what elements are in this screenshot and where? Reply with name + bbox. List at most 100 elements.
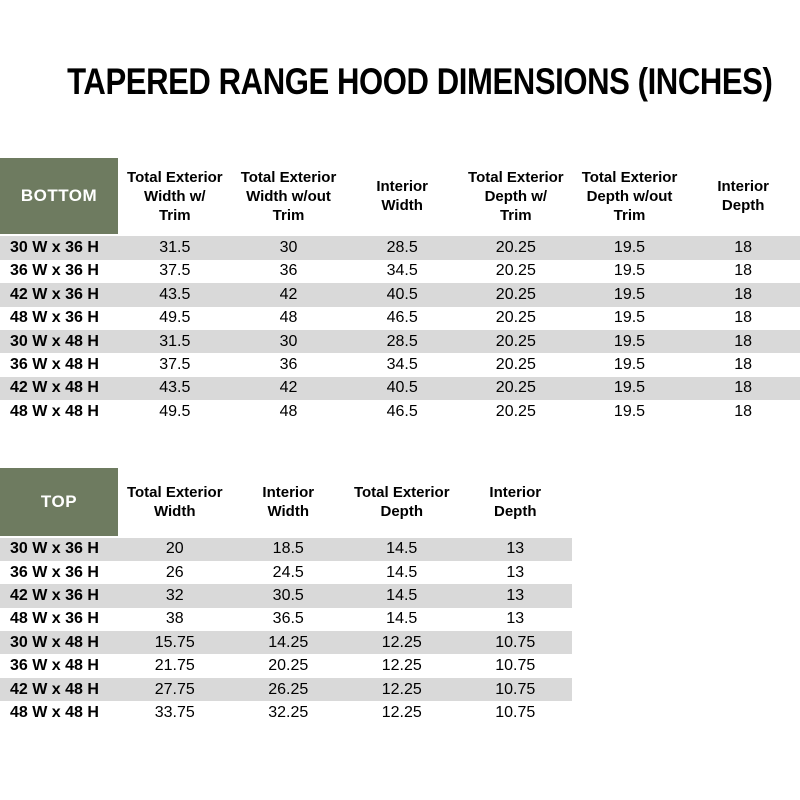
cell-value: 10.75 bbox=[495, 657, 536, 675]
cell-value: 18 bbox=[734, 239, 753, 257]
cell-value: 13 bbox=[506, 540, 525, 558]
table-row: 30 W x 36 H 20 18.5 14.5 13 bbox=[0, 537, 572, 561]
row-label: 30 W x 36 H bbox=[10, 239, 99, 257]
row-label: 30 W x 48 H bbox=[10, 332, 99, 350]
cell-value: 10.75 bbox=[495, 680, 536, 698]
cell-value: 12.25 bbox=[381, 703, 422, 721]
cell-value: 28.5 bbox=[386, 332, 418, 350]
cell-value: 12.25 bbox=[381, 680, 422, 698]
page-title: TAPERED RANGE HOOD DIMENSIONS (INCHES) bbox=[67, 61, 773, 102]
top-table-body: 30 W x 36 H 20 18.5 14.5 13 36 W x 36 H 26 24.5… bbox=[0, 537, 572, 725]
cell-value: 32.25 bbox=[268, 703, 309, 721]
title-container: TAPERED RANGE HOOD DIMENSIONS (INCHES) bbox=[0, 0, 800, 104]
column-header: Total Exterior Depth w/out Trim bbox=[581, 168, 678, 224]
row-label: 36 W x 48 H bbox=[10, 657, 99, 675]
cell-value: 24.5 bbox=[272, 563, 304, 581]
cell-value: 30.5 bbox=[272, 586, 304, 604]
cell-value: 19.5 bbox=[613, 239, 646, 257]
cell-value: 27.75 bbox=[154, 680, 195, 698]
row-label: 36 W x 36 H bbox=[10, 563, 99, 581]
column-header: Interior Depth bbox=[717, 178, 769, 215]
table-row: 30 W x 48 H 15.75 14.25 12.25 10.75 bbox=[0, 631, 572, 655]
top-header-row: TOP Total Exterior Width Interior Width Tot… bbox=[0, 467, 572, 536]
cell-value: 20.25 bbox=[495, 285, 536, 303]
row-label: 42 W x 48 H bbox=[10, 379, 99, 397]
cell-value: 14.5 bbox=[386, 540, 418, 558]
cell-value: 18 bbox=[734, 309, 753, 327]
bottom-corner-label: BOTTOM bbox=[0, 158, 118, 235]
cell-value: 33.75 bbox=[154, 703, 195, 721]
column-header: Interior Width bbox=[262, 483, 315, 520]
table-row: 30 W x 48 H 31.5 30 28.5 20.25 19.5 18 bbox=[0, 329, 800, 354]
cell-value: 31.5 bbox=[159, 332, 191, 350]
bottom-dimensions-table: BOTTOM Total Exterior Width w/ Trim Total … bbox=[0, 158, 800, 424]
table-row: 36 W x 48 H 37.5 36 34.5 20.25 19.5 18 bbox=[0, 353, 800, 377]
cell-value: 10.75 bbox=[495, 633, 536, 651]
cell-value: 32 bbox=[165, 586, 184, 604]
cell-value: 21.75 bbox=[154, 657, 195, 675]
cell-value: 14.5 bbox=[386, 563, 418, 581]
table-row: 48 W x 48 H 49.5 48 46.5 20.25 19.5 18 bbox=[0, 400, 800, 424]
column-header: Total Exterior Width w/out Trim bbox=[240, 168, 337, 224]
cell-value: 13 bbox=[506, 563, 525, 581]
column-header: Total Exterior Width w/ Trim bbox=[127, 168, 223, 224]
cell-value: 49.5 bbox=[159, 402, 191, 420]
table-row: 42 W x 48 H 43.5 42 40.5 20.25 19.5 18 bbox=[0, 376, 800, 401]
top-dimensions-table: TOP Total Exterior Width Interior Width Tot… bbox=[0, 467, 572, 725]
table-row: 36 W x 48 H 21.75 20.25 12.25 10.75 bbox=[0, 654, 572, 678]
cell-value: 12.25 bbox=[381, 657, 422, 675]
table-row: 48 W x 48 H 33.75 32.25 12.25 10.75 bbox=[0, 701, 572, 725]
cell-value: 19.5 bbox=[613, 402, 646, 420]
cell-value: 36.5 bbox=[272, 610, 304, 628]
cell-value: 40.5 bbox=[386, 285, 418, 303]
cell-value: 31.5 bbox=[159, 239, 191, 257]
row-label: 42 W x 36 H bbox=[10, 285, 99, 303]
row-label: 48 W x 36 H bbox=[10, 309, 99, 327]
table-row: 42 W x 36 H 43.5 42 40.5 20.25 19.5 18 bbox=[0, 283, 800, 307]
table-row: 42 W x 36 H 32 30.5 14.5 13 bbox=[0, 584, 572, 608]
cell-value: 19.5 bbox=[613, 379, 646, 397]
table-row: 30 W x 36 H 31.5 30 28.5 20.25 19.5 18 bbox=[0, 236, 800, 260]
row-label: 42 W x 36 H bbox=[10, 586, 99, 604]
row-label: 48 W x 36 H bbox=[10, 610, 99, 628]
cell-value: 28.5 bbox=[386, 239, 418, 257]
cell-value: 18 bbox=[734, 285, 753, 303]
cell-value: 14.5 bbox=[386, 610, 418, 628]
cell-value: 34.5 bbox=[386, 262, 418, 280]
cell-value: 37.5 bbox=[159, 356, 191, 374]
cell-value: 14.5 bbox=[386, 586, 418, 604]
row-label: 48 W x 48 H bbox=[10, 402, 99, 420]
cell-value: 36 bbox=[279, 262, 298, 280]
cell-value: 19.5 bbox=[613, 262, 646, 280]
cell-value: 20.25 bbox=[495, 309, 536, 327]
cell-value: 43.5 bbox=[159, 285, 191, 303]
cell-value: 46.5 bbox=[386, 309, 418, 327]
table-row: 48 W x 36 H 49.5 48 46.5 20.25 19.5 18 bbox=[0, 306, 800, 330]
column-header: Interior Width bbox=[376, 178, 428, 215]
cell-value: 13 bbox=[506, 586, 525, 604]
column-header: Total Exterior Depth bbox=[353, 483, 450, 520]
cell-value: 15.75 bbox=[154, 633, 195, 651]
cell-value: 20.25 bbox=[495, 402, 536, 420]
bottom-table-body: 30 W x 36 H 31.5 30 28.5 20.25 19.5 18 36 W x 3… bbox=[0, 236, 800, 424]
cell-value: 30 bbox=[279, 332, 298, 350]
cell-value: 19.5 bbox=[613, 285, 646, 303]
cell-value: 26 bbox=[165, 563, 184, 581]
cell-value: 20.25 bbox=[495, 356, 536, 374]
cell-value: 40.5 bbox=[386, 379, 418, 397]
cell-value: 19.5 bbox=[613, 356, 646, 374]
cell-value: 36 bbox=[279, 356, 298, 374]
cell-value: 43.5 bbox=[159, 379, 191, 397]
cell-value: 20.25 bbox=[495, 239, 536, 257]
cell-value: 18 bbox=[734, 356, 753, 374]
cell-value: 18 bbox=[734, 332, 753, 350]
column-header: Total Exterior Depth w/ Trim bbox=[468, 168, 564, 224]
cell-value: 42 bbox=[279, 285, 298, 303]
cell-value: 19.5 bbox=[613, 332, 646, 350]
cell-value: 10.75 bbox=[495, 703, 536, 721]
row-label: 36 W x 48 H bbox=[10, 356, 99, 374]
cell-value: 48 bbox=[279, 309, 298, 327]
row-label: 30 W x 36 H bbox=[10, 540, 99, 558]
row-label: 36 W x 36 H bbox=[10, 262, 99, 280]
